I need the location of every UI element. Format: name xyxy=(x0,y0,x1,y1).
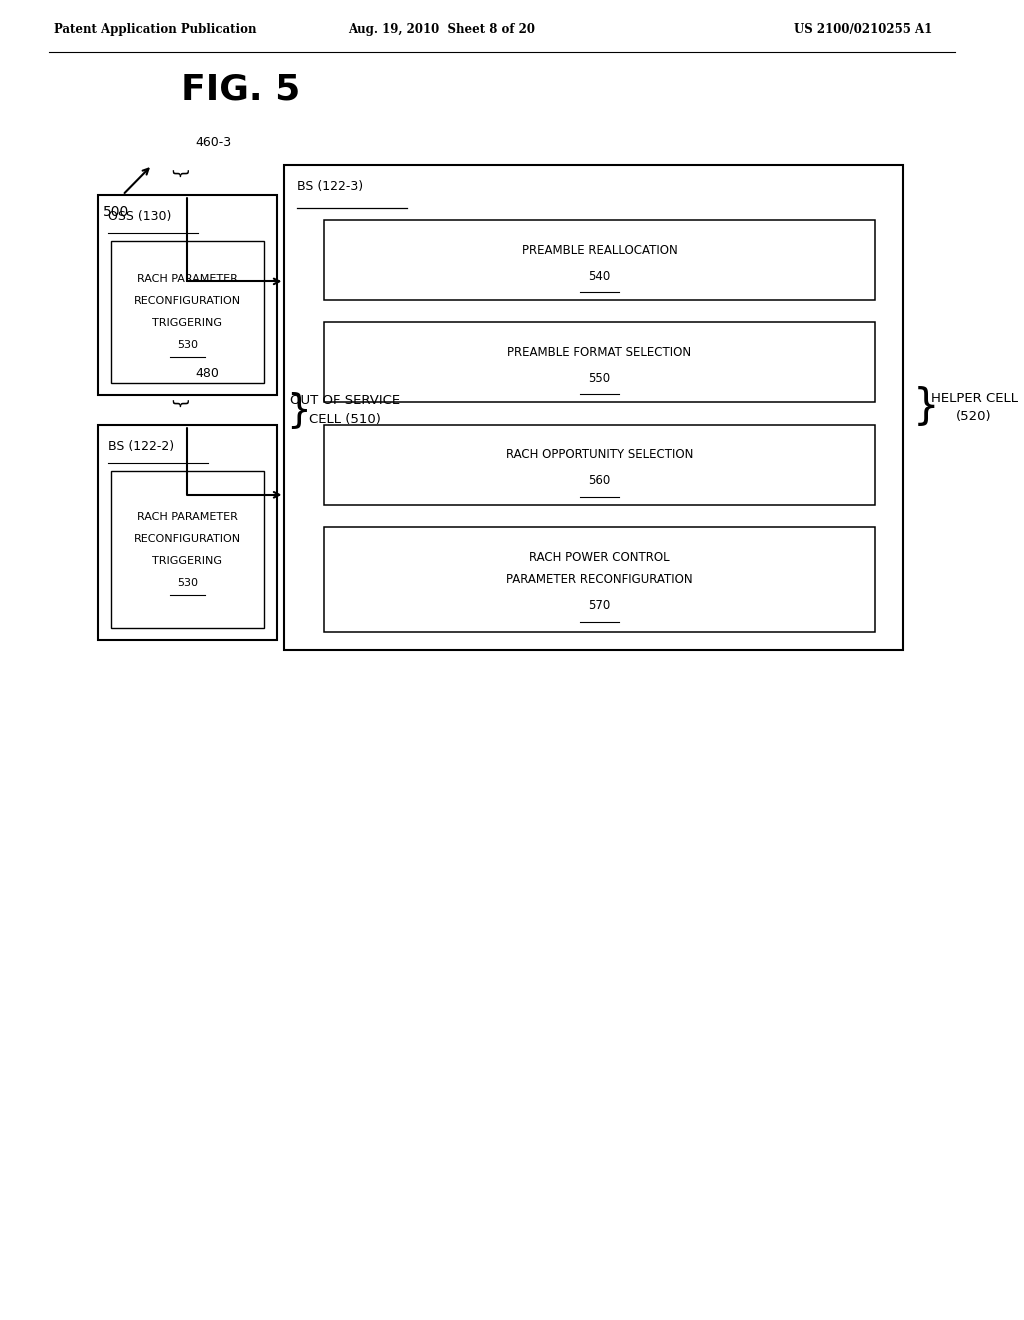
Bar xyxy=(111,471,264,628)
Text: RECONFIGURATION: RECONFIGURATION xyxy=(134,533,241,544)
Text: 460-3: 460-3 xyxy=(196,136,231,149)
Bar xyxy=(324,220,876,300)
Text: 570: 570 xyxy=(588,599,610,612)
Text: 530: 530 xyxy=(177,578,198,587)
Bar xyxy=(285,165,902,649)
Text: PREAMBLE FORMAT SELECTION: PREAMBLE FORMAT SELECTION xyxy=(507,346,691,359)
Text: OSS (130): OSS (130) xyxy=(108,210,171,223)
Text: OUT OF SERVICE
CELL (510): OUT OF SERVICE CELL (510) xyxy=(290,395,400,425)
Bar xyxy=(324,527,876,632)
Text: 530: 530 xyxy=(177,341,198,350)
Text: RACH POWER CONTROL: RACH POWER CONTROL xyxy=(529,550,670,564)
Text: 540: 540 xyxy=(588,269,610,282)
Text: PREAMBLE REALLOCATION: PREAMBLE REALLOCATION xyxy=(521,243,677,256)
Bar xyxy=(98,425,276,640)
Bar xyxy=(324,425,876,504)
Text: RACH PARAMETER: RACH PARAMETER xyxy=(137,275,238,284)
Text: HELPER CELL
(520): HELPER CELL (520) xyxy=(931,392,1018,422)
Text: TRIGGERING: TRIGGERING xyxy=(153,318,222,327)
Text: Aug. 19, 2010  Sheet 8 of 20: Aug. 19, 2010 Sheet 8 of 20 xyxy=(348,24,535,37)
Text: 500: 500 xyxy=(103,205,129,219)
Text: }: } xyxy=(287,391,311,429)
Text: FIG. 5: FIG. 5 xyxy=(181,73,301,107)
Text: RACH PARAMETER: RACH PARAMETER xyxy=(137,511,238,521)
Bar xyxy=(324,322,876,403)
Text: BS (122-2): BS (122-2) xyxy=(108,440,174,453)
Text: US 2100/0210255 A1: US 2100/0210255 A1 xyxy=(795,24,933,37)
Text: }: } xyxy=(169,169,186,181)
Bar xyxy=(111,242,264,383)
Bar xyxy=(98,195,276,395)
Text: BS (122-3): BS (122-3) xyxy=(297,180,364,193)
Text: RACH OPPORTUNITY SELECTION: RACH OPPORTUNITY SELECTION xyxy=(506,449,693,461)
Text: 550: 550 xyxy=(589,372,610,385)
Text: PARAMETER RECONFIGURATION: PARAMETER RECONFIGURATION xyxy=(506,573,692,586)
Text: RECONFIGURATION: RECONFIGURATION xyxy=(134,296,241,306)
Text: }: } xyxy=(912,387,939,429)
Text: 560: 560 xyxy=(588,474,610,487)
Text: Patent Application Publication: Patent Application Publication xyxy=(54,24,256,37)
Text: }: } xyxy=(169,400,186,411)
Text: TRIGGERING: TRIGGERING xyxy=(153,556,222,565)
Text: 480: 480 xyxy=(196,367,219,380)
